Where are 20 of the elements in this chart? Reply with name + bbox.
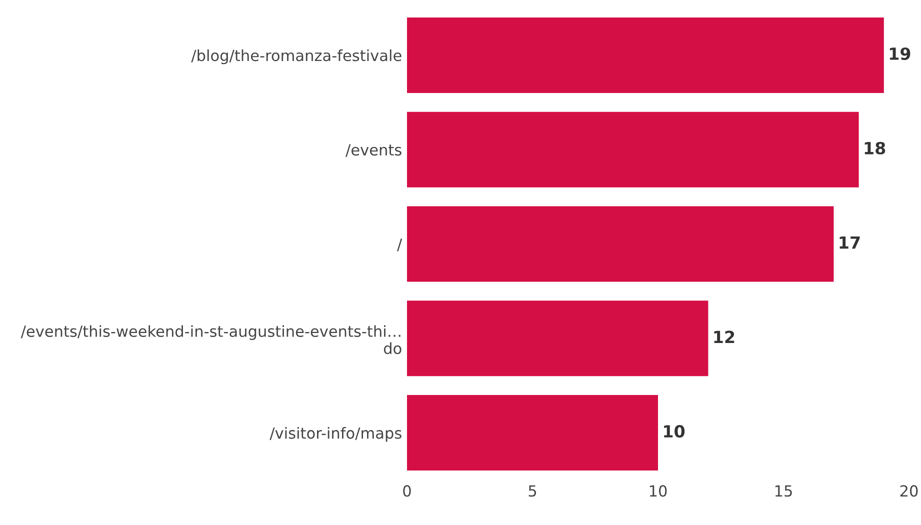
y-tick-label: /events/this-weekend-in-st-augustine-events-thi… do [20, 325, 402, 354]
x-tick-label: 5 [528, 485, 536, 497]
bar [407, 395, 658, 471]
y-tick-label: /visitor-info/maps [270, 426, 402, 442]
x-tick-label: 0 [403, 485, 411, 497]
bar [407, 112, 859, 188]
data-label: 18 [864, 142, 886, 154]
y-tick-label: /blog/the-romanza-festivale [191, 49, 402, 64]
bar [407, 206, 834, 282]
x-tick-label: 15 [775, 485, 792, 497]
data-label: 19 [890, 47, 910, 60]
y-tick-label: / [396, 238, 402, 252]
y-tick-label: /events [346, 144, 402, 157]
bar [407, 300, 708, 376]
data-label: 12 [714, 330, 734, 343]
bar [407, 17, 884, 93]
data-label: 10 [664, 425, 685, 438]
x-tick-label: 20 [900, 485, 918, 497]
data-label: 17 [840, 236, 860, 249]
x-tick-label: 10 [650, 485, 667, 497]
